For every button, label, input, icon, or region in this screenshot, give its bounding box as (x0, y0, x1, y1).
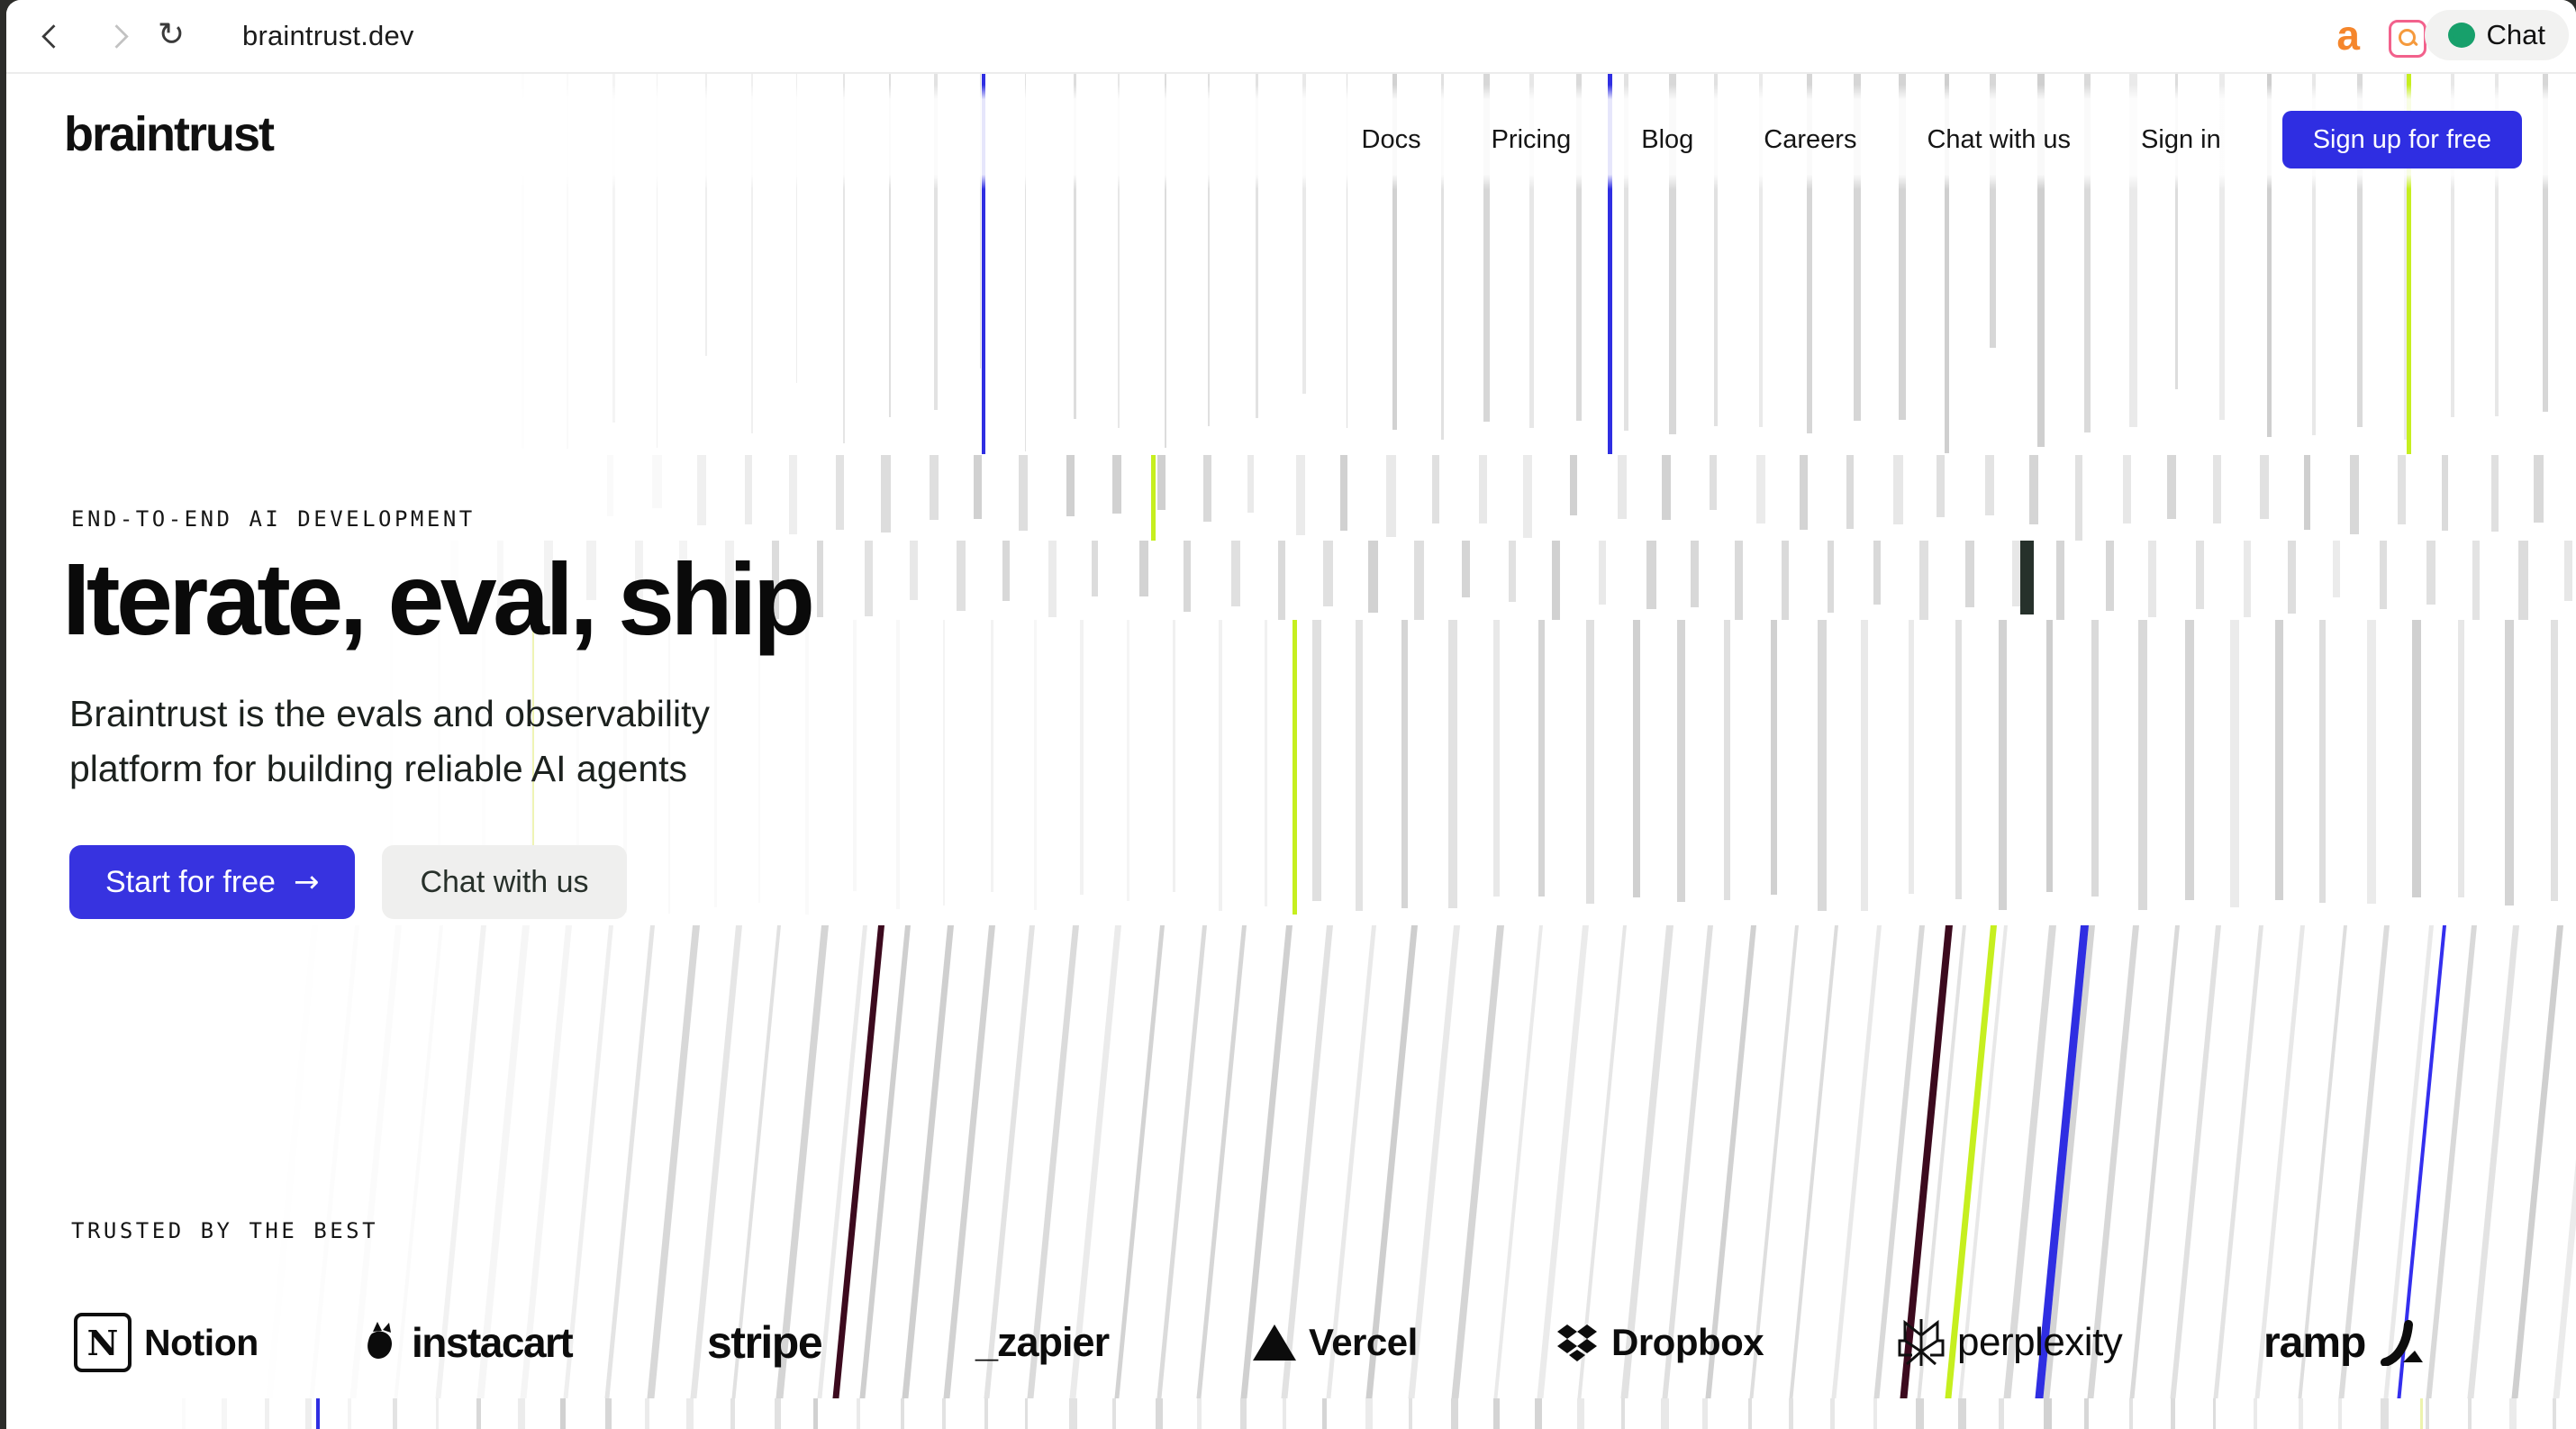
browser-window: ↻ braintrust.dev a Chat braintrust Docs … (6, 0, 2576, 1429)
hero-subtitle: Braintrust is the evals and observabilit… (69, 687, 710, 796)
extension-a-icon[interactable]: a (2336, 12, 2360, 59)
ramp-swoosh-icon (2381, 1320, 2424, 1366)
nav-docs[interactable]: Docs (1361, 124, 1421, 154)
reload-button[interactable]: ↻ (158, 16, 186, 53)
hero-subtitle-line2: platform for building reliable AI agents (69, 748, 688, 789)
hero-title: Iterate, eval, ship (62, 542, 815, 656)
chat-with-us-label: Chat with us (420, 864, 589, 899)
nav-sign-in[interactable]: Sign in (2141, 124, 2221, 154)
nav-blog[interactable]: Blog (1641, 124, 1694, 154)
nav-chat-with-us[interactable]: Chat with us (1927, 124, 2072, 154)
logo-row: N Notion instacart stripe _zapier Vercel (6, 1308, 2576, 1377)
hero-subtitle-line1: Braintrust is the evals and observabilit… (69, 693, 711, 734)
main-nav: Docs Pricing Blog Careers Chat with us S… (1353, 72, 2522, 207)
start-for-free-button[interactable]: Start for free → (69, 845, 356, 919)
magnifier-icon (2399, 29, 2416, 46)
notion-cube-icon: N (74, 1313, 132, 1372)
forward-button[interactable] (100, 20, 132, 52)
background-pattern (6, 72, 2576, 1429)
browser-toolbar: ↻ braintrust.dev a Chat (6, 0, 2576, 74)
dropbox-diamonds-icon (1557, 1324, 1597, 1361)
extension-search-icon[interactable] (2389, 20, 2426, 58)
logo-ramp: ramp (2263, 1308, 2425, 1377)
logo-stripe: stripe (707, 1317, 823, 1368)
chat-extension-label: Chat (2486, 19, 2545, 50)
logo-perplexity: perplexity (1898, 1308, 2123, 1377)
logo-instacart: instacart (359, 1308, 574, 1377)
forward-icon (104, 23, 129, 49)
nav-careers[interactable]: Careers (1764, 124, 1857, 154)
site-header: braintrust Docs Pricing Blog Careers Cha… (6, 72, 2576, 207)
signup-button[interactable]: Sign up for free (2281, 111, 2522, 168)
logo-vercel: Vercel (1253, 1308, 1418, 1377)
carrot-icon (367, 1322, 392, 1359)
logo-notion: N Notion (74, 1308, 259, 1377)
chat-bubble-icon (2447, 23, 2475, 48)
perplexity-star-icon (1898, 1319, 1945, 1366)
start-for-free-label: Start for free (105, 864, 276, 899)
triangle-icon (1253, 1324, 1296, 1361)
logo-dropbox: Dropbox (1556, 1308, 1764, 1377)
arrow-right-icon: → (293, 864, 320, 900)
address-bar[interactable]: braintrust.dev (242, 20, 414, 51)
chat-with-us-button[interactable]: Chat with us (382, 845, 627, 919)
hero-cta-row: Start for free → Chat with us (69, 845, 627, 919)
nav-pricing[interactable]: Pricing (1491, 124, 1572, 154)
trusted-by-label: TRUSTED BY THE BEST (71, 1218, 379, 1243)
braintrust-logo[interactable]: braintrust (64, 107, 275, 161)
logo-zapier: _zapier (975, 1319, 1110, 1365)
back-icon (41, 23, 66, 49)
hero-eyebrow: END-TO-END AI DEVELOPMENT (71, 506, 476, 532)
header-fade-overlay (6, 85, 2576, 189)
page-content: braintrust Docs Pricing Blog Careers Cha… (6, 72, 2576, 1429)
chat-extension-button[interactable]: Chat (2424, 10, 2569, 60)
back-button[interactable] (37, 20, 69, 52)
